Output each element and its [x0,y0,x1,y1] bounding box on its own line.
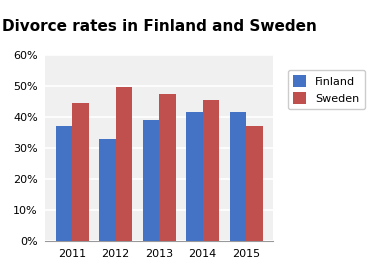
Bar [246,126,263,241]
Bar [186,112,203,241]
Text: Divorce rates in Finland and Sweden: Divorce rates in Finland and Sweden [2,19,316,34]
Bar [56,126,72,241]
Bar [159,94,176,241]
Bar [99,139,116,241]
Bar [143,120,159,241]
Bar [230,112,246,241]
Legend: Finland, Sweden: Finland, Sweden [288,70,365,109]
Bar [116,87,132,241]
Bar [203,100,219,241]
Bar [72,103,89,241]
